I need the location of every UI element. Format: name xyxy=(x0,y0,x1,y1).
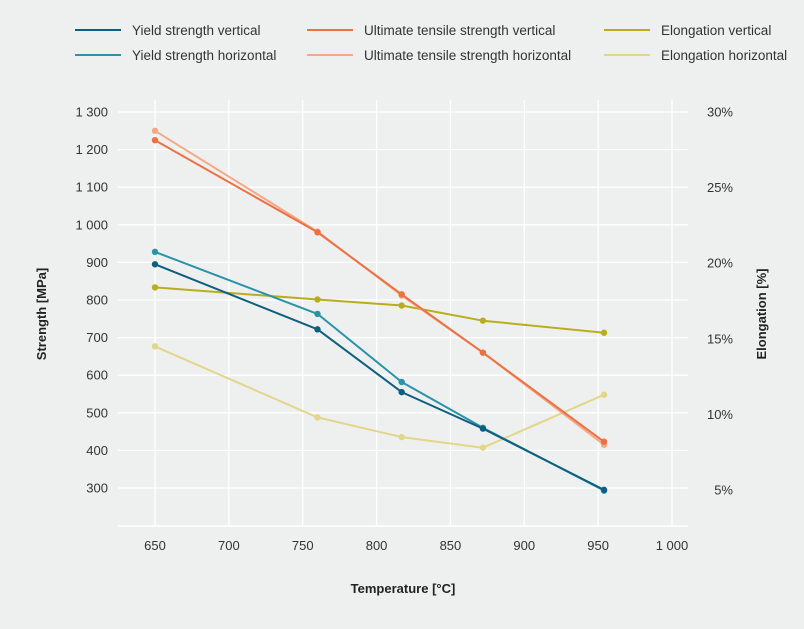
gridlines xyxy=(118,100,688,527)
y-tick-label: 1 000 xyxy=(75,217,108,232)
data-point xyxy=(151,127,159,134)
data-point xyxy=(151,261,159,268)
data-point xyxy=(600,329,608,336)
y-tick-label: 900 xyxy=(86,255,108,270)
y2-axis-title: Elongation [%] xyxy=(754,269,769,360)
data-point xyxy=(600,391,608,398)
y-axis-title: Strength [MPa] xyxy=(34,268,49,360)
y-tick-label: 500 xyxy=(86,405,108,420)
data-point xyxy=(151,343,159,350)
series-4 xyxy=(151,284,608,336)
legend-item: Yield strength vertical xyxy=(75,23,261,38)
legend-label: Ultimate tensile strength vertical xyxy=(364,23,555,38)
legend-label: Yield strength vertical xyxy=(132,23,261,38)
legend-item: Ultimate tensile strength horizontal xyxy=(307,48,571,63)
data-point xyxy=(314,229,321,236)
series-line xyxy=(154,345,605,449)
y-tick-label: 400 xyxy=(86,443,108,458)
y2-tick-label: 10% xyxy=(707,407,733,422)
y2-tick-label: 25% xyxy=(707,180,733,195)
series-line xyxy=(154,286,605,334)
legend-label: Yield strength horizontal xyxy=(132,48,276,63)
x-tick-label: 650 xyxy=(144,538,166,553)
series-0 xyxy=(151,261,608,494)
data-point xyxy=(479,317,487,324)
data-point xyxy=(398,378,405,386)
x-tick-label: 750 xyxy=(292,538,314,553)
legend-item: Elongation horizontal xyxy=(604,48,787,63)
x-tick-label: 900 xyxy=(513,538,535,553)
legend-label: Ultimate tensile strength horizontal xyxy=(364,48,571,63)
data-point xyxy=(479,444,487,451)
x-tick-label: 700 xyxy=(218,538,240,553)
data-point xyxy=(398,388,405,396)
legend-item: Elongation vertical xyxy=(604,23,771,38)
data-point xyxy=(314,326,321,333)
legend: Yield strength vertical Ultimate tensile … xyxy=(75,23,787,63)
y-tick-label: 800 xyxy=(86,293,108,308)
y-tick-label: 300 xyxy=(86,481,108,496)
data-point xyxy=(314,296,321,303)
y2-tick-label: 15% xyxy=(707,331,733,346)
data-point xyxy=(151,284,159,291)
series-5 xyxy=(151,343,608,451)
data-point xyxy=(600,486,608,494)
series-3 xyxy=(151,127,608,448)
data-point xyxy=(151,137,159,144)
y-tick-label: 1 300 xyxy=(75,105,108,120)
data-point xyxy=(398,291,405,298)
data-point xyxy=(314,310,321,318)
data-point xyxy=(479,349,487,356)
data-point xyxy=(151,248,159,256)
legend-item: Yield strength horizontal xyxy=(75,48,276,63)
x-axis-title: Temperature [°C] xyxy=(351,581,456,596)
y-tick-label: 600 xyxy=(86,368,108,383)
y2-tick-label: 30% xyxy=(707,105,733,120)
legend-item: Ultimate tensile strength vertical xyxy=(307,23,555,38)
data-point xyxy=(479,425,487,432)
data-point xyxy=(398,302,405,309)
y-tick-label: 700 xyxy=(86,330,108,345)
series-line xyxy=(154,263,605,491)
x-tick-label: 800 xyxy=(366,538,388,553)
y-tick-label: 1 200 xyxy=(75,142,108,157)
legend-label: Elongation vertical xyxy=(661,23,771,38)
y-tick-label: 1 100 xyxy=(75,180,108,195)
data-point xyxy=(600,438,608,445)
y2-tick-label: 20% xyxy=(707,256,733,271)
x-tick-label: 950 xyxy=(587,538,609,553)
x-tick-label: 850 xyxy=(440,538,462,553)
x-tick-label: 1 000 xyxy=(656,538,689,553)
legend-label: Elongation horizontal xyxy=(661,48,787,63)
data-point xyxy=(314,414,321,421)
y2-tick-label: 5% xyxy=(714,483,733,498)
series-2 xyxy=(151,137,608,445)
data-point xyxy=(398,433,405,441)
